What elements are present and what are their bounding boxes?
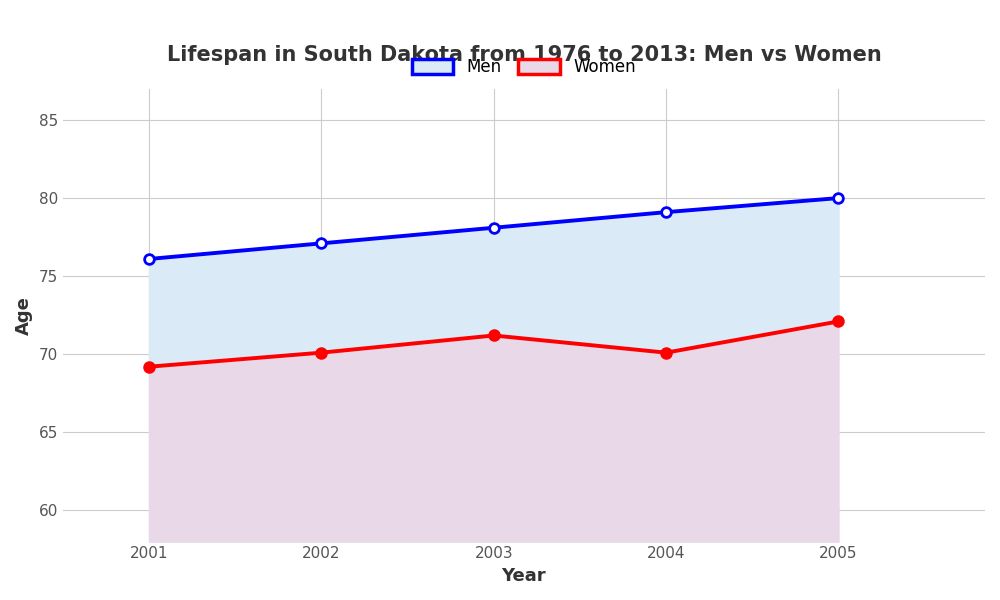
Legend: Men, Women: Men, Women <box>405 52 643 83</box>
X-axis label: Year: Year <box>502 567 546 585</box>
Y-axis label: Age: Age <box>15 296 33 335</box>
Title: Lifespan in South Dakota from 1976 to 2013: Men vs Women: Lifespan in South Dakota from 1976 to 20… <box>167 45 881 65</box>
